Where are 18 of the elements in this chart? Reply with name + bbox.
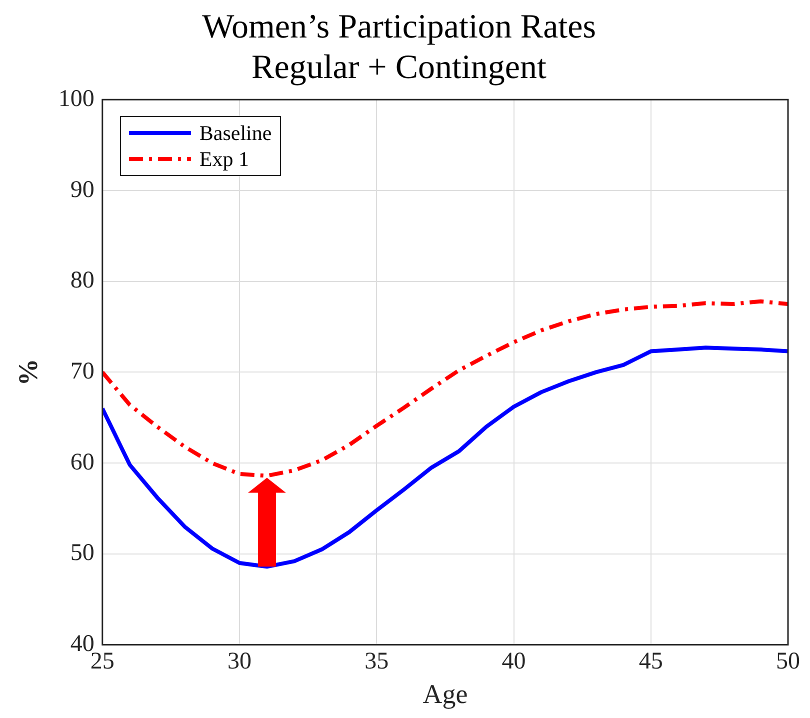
y-axis-title: % — [13, 358, 44, 386]
x-tick-label: 40 — [502, 648, 526, 674]
y-tick-label: 90 — [70, 176, 94, 203]
legend-label: Exp 1 — [199, 146, 249, 172]
x-axis-title: Age — [422, 678, 468, 709]
x-tick-label: 30 — [228, 648, 252, 674]
x-tick-label: 35 — [364, 648, 389, 674]
y-tick-label: 80 — [70, 268, 94, 294]
x-tick-label: 50 — [776, 648, 800, 674]
y-tick-label: 100 — [58, 86, 94, 112]
y-tick-label: 70 — [70, 358, 94, 384]
legend-label: Baseline — [199, 120, 272, 146]
y-tick-label: 50 — [70, 540, 94, 566]
chart-title: Women’s Participation Rates — [202, 8, 596, 46]
x-tick-label: 45 — [638, 648, 663, 674]
chart-subtitle: Regular + Contingent — [252, 49, 548, 86]
y-tick-label: 60 — [70, 449, 94, 476]
line-series — [102, 299, 788, 478]
